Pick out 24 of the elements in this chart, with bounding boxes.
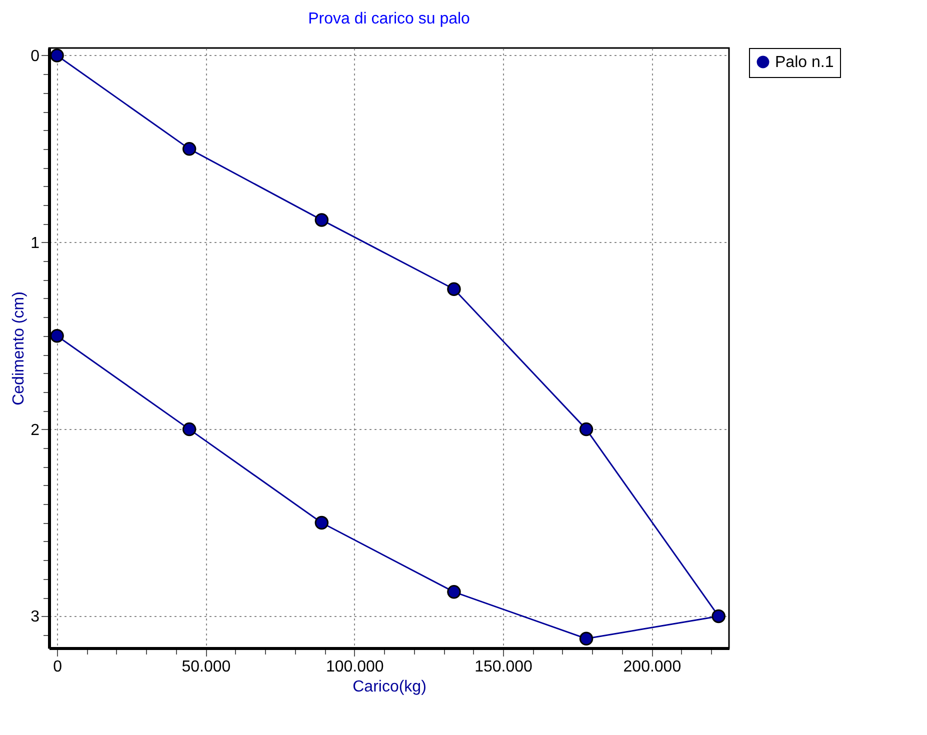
point — [50, 328, 64, 343]
y-tick-label: 0 — [30, 48, 40, 65]
point — [50, 48, 64, 62]
x-tick-label: 200.000 — [623, 658, 682, 676]
x-tick-label: 150.000 — [474, 658, 533, 676]
x-tick-label: 50.000 — [182, 658, 231, 676]
y-tick-label: 3 — [30, 608, 40, 626]
point — [712, 609, 726, 624]
x-axis-title: Carico(kg) — [352, 678, 426, 696]
point — [182, 422, 196, 436]
point — [182, 142, 196, 156]
point — [314, 213, 329, 227]
x-tick-label: 100.000 — [326, 658, 384, 676]
y-axis-title: Cedimento (cm) — [10, 292, 28, 406]
point — [579, 422, 594, 436]
point — [447, 282, 461, 296]
y-tick-label: 1 — [30, 234, 40, 252]
x-tick-label: 0 — [53, 658, 62, 676]
point — [579, 632, 594, 646]
y-tick-label: 2 — [30, 422, 40, 439]
legend-label: Palo n.1 — [775, 54, 834, 71]
point — [447, 585, 461, 599]
chart-title: Prova di carico su palo — [308, 10, 470, 28]
point — [314, 516, 329, 530]
